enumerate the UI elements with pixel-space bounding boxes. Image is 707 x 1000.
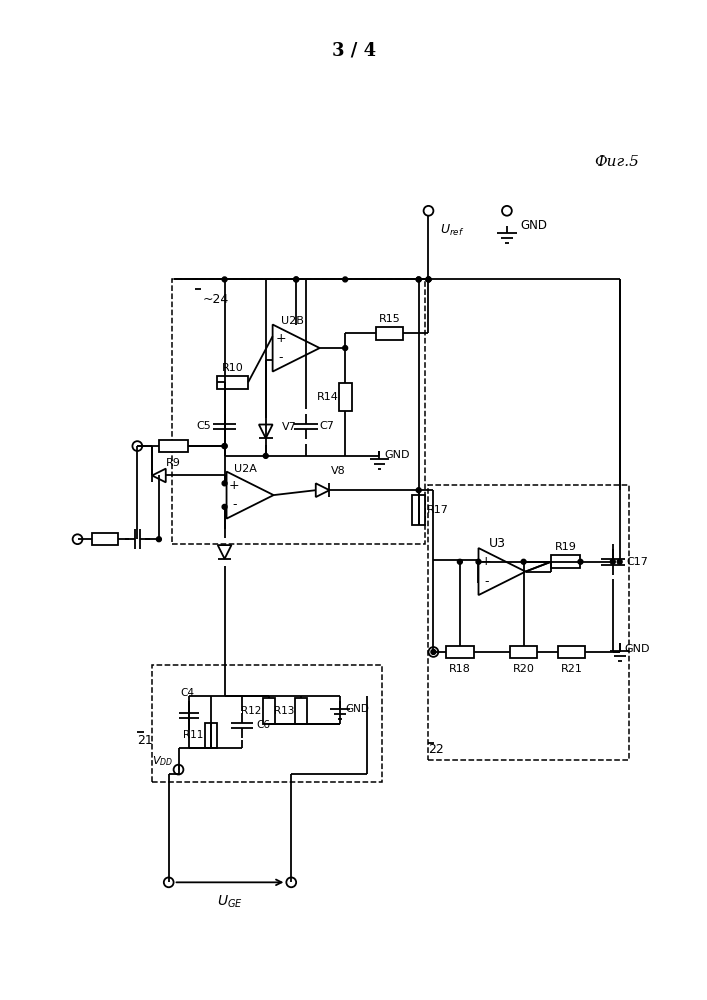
Text: GND: GND xyxy=(345,704,369,714)
Text: U2B: U2B xyxy=(281,316,304,326)
Circle shape xyxy=(617,559,622,564)
Circle shape xyxy=(416,277,421,282)
Text: C17: C17 xyxy=(626,557,648,567)
Circle shape xyxy=(610,559,615,564)
Text: C5: C5 xyxy=(196,421,211,431)
Polygon shape xyxy=(259,425,273,438)
Bar xyxy=(558,646,585,658)
Text: $U_{GE}$: $U_{GE}$ xyxy=(216,894,243,910)
Text: U2A: U2A xyxy=(234,464,257,474)
Circle shape xyxy=(426,277,431,282)
Circle shape xyxy=(156,537,161,542)
Text: R17: R17 xyxy=(426,505,448,515)
Text: C6: C6 xyxy=(256,720,270,730)
Text: -: - xyxy=(484,575,489,588)
Circle shape xyxy=(222,504,227,509)
Bar xyxy=(172,279,425,544)
Circle shape xyxy=(416,277,421,282)
Bar xyxy=(217,376,248,389)
Text: R20: R20 xyxy=(513,664,534,674)
Text: Фиг.5: Фиг.5 xyxy=(595,155,639,169)
Text: $U_{ref}$: $U_{ref}$ xyxy=(440,223,464,238)
Circle shape xyxy=(293,277,298,282)
Polygon shape xyxy=(479,548,525,595)
Circle shape xyxy=(457,559,462,564)
Text: -: - xyxy=(232,498,237,511)
Text: GND: GND xyxy=(624,644,650,654)
Text: R10: R10 xyxy=(221,363,243,373)
Text: C7: C7 xyxy=(320,421,334,431)
Text: R12: R12 xyxy=(242,706,262,716)
Bar xyxy=(339,383,351,411)
Circle shape xyxy=(426,277,431,282)
Bar xyxy=(551,555,580,568)
Bar xyxy=(375,327,403,340)
Text: R21: R21 xyxy=(561,664,583,674)
Circle shape xyxy=(578,559,583,564)
Circle shape xyxy=(343,277,348,282)
Text: R13: R13 xyxy=(274,706,294,716)
Polygon shape xyxy=(218,545,231,559)
Text: R9: R9 xyxy=(166,458,181,468)
Bar xyxy=(446,646,474,658)
Text: $V_{DD}$: $V_{DD}$ xyxy=(153,754,174,768)
Circle shape xyxy=(426,277,431,282)
Text: V7: V7 xyxy=(281,422,296,432)
Text: V8: V8 xyxy=(330,466,345,476)
Text: U3: U3 xyxy=(489,537,506,550)
Text: ~24: ~24 xyxy=(203,293,229,306)
Polygon shape xyxy=(152,469,165,482)
Text: +: + xyxy=(229,479,240,492)
Text: +: + xyxy=(275,332,286,345)
Text: R11: R11 xyxy=(182,730,203,740)
Circle shape xyxy=(222,444,227,449)
Bar xyxy=(412,495,425,525)
Text: GND: GND xyxy=(385,450,410,460)
Text: 3 / 4: 3 / 4 xyxy=(332,42,376,60)
Bar xyxy=(205,723,217,748)
Text: +: + xyxy=(481,555,491,568)
Bar xyxy=(510,646,537,658)
Circle shape xyxy=(222,481,227,486)
Bar xyxy=(159,440,188,452)
Circle shape xyxy=(263,453,268,458)
Text: C4: C4 xyxy=(180,688,194,698)
Bar xyxy=(295,698,307,724)
Circle shape xyxy=(343,346,348,350)
Circle shape xyxy=(431,650,436,654)
Text: R19: R19 xyxy=(555,542,577,552)
Bar xyxy=(263,698,274,724)
Bar xyxy=(92,533,118,545)
Text: GND: GND xyxy=(520,219,548,232)
Circle shape xyxy=(222,444,227,449)
Polygon shape xyxy=(273,325,320,372)
Polygon shape xyxy=(316,483,329,497)
Text: R14: R14 xyxy=(317,392,339,402)
Circle shape xyxy=(416,488,421,493)
Bar xyxy=(152,665,382,782)
Circle shape xyxy=(293,277,298,282)
Text: R15: R15 xyxy=(378,314,400,324)
Text: 21: 21 xyxy=(137,734,153,747)
Text: 22: 22 xyxy=(428,743,444,756)
Bar xyxy=(428,485,629,760)
Circle shape xyxy=(222,277,227,282)
Circle shape xyxy=(521,559,526,564)
Text: -: - xyxy=(279,351,283,364)
Circle shape xyxy=(476,559,481,564)
Polygon shape xyxy=(226,472,274,519)
Text: R18: R18 xyxy=(449,664,471,674)
